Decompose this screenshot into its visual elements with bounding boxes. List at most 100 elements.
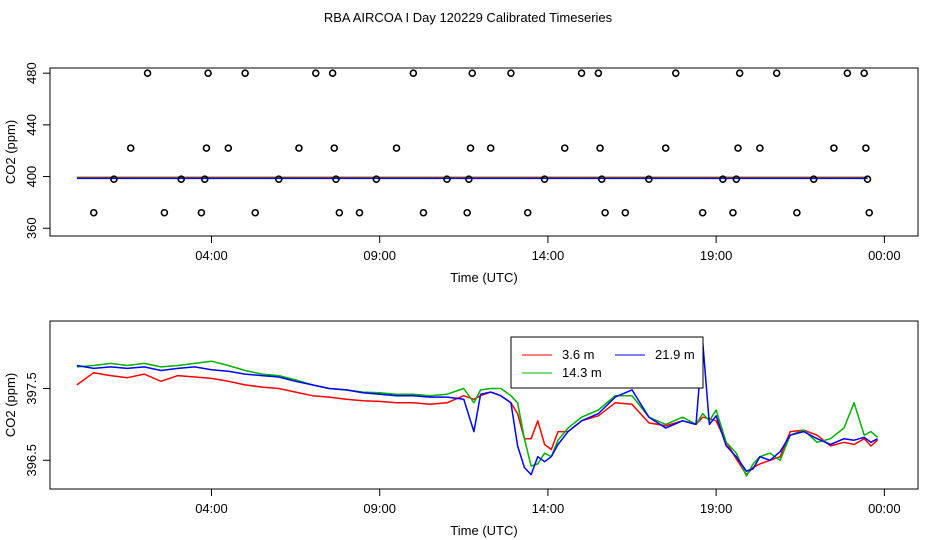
y-tick-label: 360 bbox=[24, 217, 39, 239]
data-point bbox=[732, 175, 741, 183]
legend-label-3-6m: 3.6 m bbox=[562, 347, 595, 362]
data-point bbox=[863, 175, 872, 183]
data-point bbox=[729, 208, 737, 217]
y-axis: 360 400 440 480 bbox=[24, 62, 50, 239]
data-point bbox=[466, 144, 475, 152]
data-point bbox=[355, 208, 364, 217]
y-tick-label: 400 bbox=[24, 166, 39, 188]
x-tick-label: 19:00 bbox=[700, 501, 733, 516]
data-point bbox=[274, 175, 283, 183]
data-point bbox=[126, 144, 135, 152]
data-point bbox=[862, 144, 870, 152]
x-axis-label: Time (UTC) bbox=[450, 523, 517, 538]
data-point bbox=[89, 208, 98, 217]
data-point bbox=[734, 144, 742, 152]
data-point bbox=[661, 144, 670, 152]
data-point bbox=[645, 175, 653, 183]
data-point bbox=[621, 208, 630, 217]
data-point bbox=[202, 144, 211, 152]
data-point bbox=[241, 69, 249, 77]
x-tick-label: 04:00 bbox=[195, 501, 228, 516]
y-tick-label: 440 bbox=[24, 114, 39, 136]
data-point bbox=[328, 69, 337, 77]
data-point bbox=[756, 144, 764, 152]
data-point bbox=[311, 69, 320, 77]
data-point bbox=[409, 69, 418, 77]
data-point bbox=[392, 144, 401, 152]
data-point bbox=[698, 208, 707, 217]
data-point bbox=[597, 175, 606, 183]
data-point bbox=[200, 175, 209, 183]
data-point bbox=[809, 175, 818, 183]
data-point bbox=[110, 175, 118, 183]
data-point bbox=[419, 208, 428, 217]
legend-label-14-3m: 14.3 m bbox=[562, 365, 602, 380]
data-point bbox=[735, 69, 744, 77]
legend: 3.6 m 14.3 m 21.9 m bbox=[510, 336, 704, 389]
data-point bbox=[330, 144, 339, 152]
data-point bbox=[719, 175, 727, 183]
x-tick-label: 09:00 bbox=[363, 248, 396, 263]
y-axis-label: CO2 (ppm) bbox=[3, 373, 18, 437]
plot-frame bbox=[49, 67, 919, 237]
data-points bbox=[89, 69, 874, 217]
legend-label-21-9m: 21.9 m bbox=[655, 347, 695, 362]
data-point bbox=[523, 208, 532, 217]
top-panel: 04:00 09:00 14:00 19:00 00:00 360 400 440 480 T… bbox=[3, 62, 919, 285]
data-point bbox=[601, 208, 609, 217]
data-point bbox=[295, 144, 303, 152]
data-point bbox=[596, 144, 604, 152]
data-point bbox=[332, 175, 340, 183]
data-point bbox=[468, 69, 477, 77]
x-tick-label: 09:00 bbox=[363, 501, 396, 516]
y-tick-label: 397.5 bbox=[24, 372, 39, 405]
data-point bbox=[860, 69, 868, 77]
data-point bbox=[577, 69, 586, 77]
data-point bbox=[443, 175, 451, 183]
data-point bbox=[830, 144, 838, 152]
x-axis: 04:00 09:00 14:00 19:00 00:00 bbox=[195, 236, 901, 263]
y-tick-label: 480 bbox=[24, 62, 39, 84]
data-point bbox=[507, 69, 515, 77]
x-axis: 04:00 09:00 14:00 19:00 00:00 bbox=[195, 489, 901, 516]
x-tick-label: 19:00 bbox=[700, 248, 733, 263]
data-point bbox=[540, 175, 549, 183]
data-point bbox=[224, 144, 233, 152]
chart-title: RBA AIRCOA I Day 120229 Calibrated Times… bbox=[324, 10, 613, 25]
series-line bbox=[76, 360, 879, 477]
x-tick-label: 00:00 bbox=[868, 248, 901, 263]
data-point bbox=[594, 69, 603, 77]
x-tick-label: 00:00 bbox=[868, 501, 901, 516]
data-point bbox=[160, 208, 169, 217]
y-axis: 396.5 397.5 bbox=[24, 372, 50, 477]
x-tick-label: 14:00 bbox=[532, 248, 565, 263]
data-point bbox=[335, 208, 344, 217]
data-point bbox=[865, 208, 874, 217]
data-point bbox=[143, 69, 152, 77]
series-line bbox=[76, 341, 878, 476]
data-point bbox=[251, 208, 260, 217]
data-point bbox=[197, 208, 206, 217]
y-axis-label: CO2 (ppm) bbox=[3, 120, 18, 184]
series-lines bbox=[76, 341, 879, 477]
data-point bbox=[560, 144, 569, 152]
data-point bbox=[486, 144, 495, 152]
data-point bbox=[177, 175, 186, 183]
plot-frame bbox=[49, 320, 919, 490]
y-tick-label: 396.5 bbox=[24, 444, 39, 477]
data-point bbox=[772, 69, 781, 77]
data-point bbox=[463, 208, 471, 217]
data-point bbox=[465, 175, 473, 183]
data-point bbox=[204, 69, 212, 77]
series-line bbox=[76, 371, 879, 476]
bottom-panel: 04:00 09:00 14:00 19:00 00:00 396.5 397.5 Tim… bbox=[3, 320, 919, 538]
data-point bbox=[843, 69, 852, 77]
data-point bbox=[372, 175, 381, 183]
x-tick-label: 04:00 bbox=[195, 248, 228, 263]
data-point bbox=[671, 69, 680, 77]
x-axis-label: Time (UTC) bbox=[450, 270, 517, 285]
legend-box bbox=[510, 336, 704, 389]
data-point bbox=[793, 208, 801, 217]
x-tick-label: 14:00 bbox=[532, 501, 565, 516]
